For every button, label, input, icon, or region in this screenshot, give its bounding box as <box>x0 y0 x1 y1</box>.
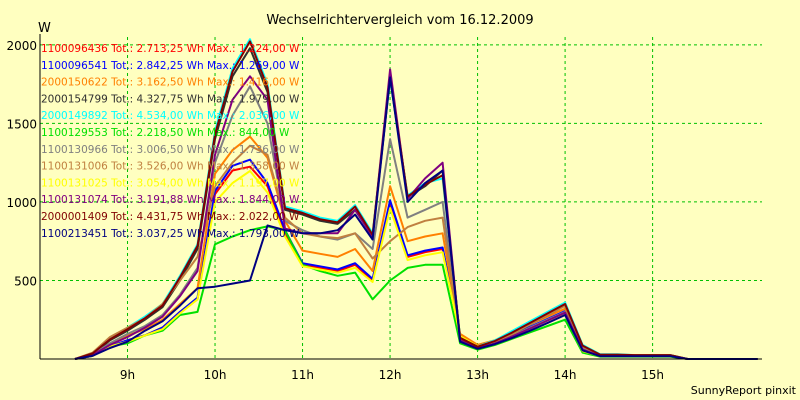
grid <box>40 37 762 359</box>
y-tick-label: 1500 <box>6 117 37 131</box>
legend-entry-2000150622: 2000150622 Tot.: 3.162,50 Wh Max.: 1.416… <box>41 77 300 89</box>
axes <box>39 34 762 360</box>
x-tick-label: 10h <box>204 368 227 382</box>
legend-entry-1100129553: 1100129553 Tot.: 2.218,50 Wh Max.: 844,0… <box>41 127 290 139</box>
x-tick-labels: 9h 10h 11h 12h 13h 14h 15h <box>120 368 664 382</box>
legend-entry-1100213451: 1100213451 Tot.: 3.037,25 Wh Max.: 1.793… <box>41 228 300 240</box>
x-tick-label: 12h <box>379 368 402 382</box>
x-tick-label: 9h <box>120 368 135 382</box>
y-tick-label: 500 <box>14 274 37 288</box>
legend-entry-1100131006: 1100131006 Tot.: 3.526,00 Wh Max.: 1.358… <box>41 161 300 173</box>
x-tick-label: 13h <box>466 368 489 382</box>
y-tick-label: 1000 <box>6 196 37 210</box>
chart-title: Wechselrichtervergleich vom 16.12.2009 <box>266 13 533 28</box>
legend-entry-1100130966: 1100130966 Tot.: 3.006,50 Wh Max.: 1.736… <box>41 144 300 156</box>
footer-credit: SunnyReport pinxit <box>691 384 797 397</box>
legend-entry-1100096541: 1100096541 Tot.: 2.842,25 Wh Max.: 1.269… <box>41 60 300 72</box>
legend: 1100096436 Tot.: 2.713,25 Wh Max.: 1.224… <box>41 43 300 240</box>
legend-entry-1100096436: 1100096436 Tot.: 2.713,25 Wh Max.: 1.224… <box>41 43 300 55</box>
y-axis-unit: W <box>38 21 51 36</box>
legend-entry-2000149892: 2000149892 Tot.: 4.534,00 Wh Max.: 2.036… <box>41 110 300 122</box>
legend-entry-2000154799: 2000154799 Tot.: 4.327,75 Wh Max.: 1.979… <box>41 93 300 105</box>
series-lines <box>74 38 758 360</box>
legend-entry-1100131074: 1100131074 Tot.: 3.191,88 Wh Max.: 1.844… <box>41 194 300 206</box>
y-tick-label: 2000 <box>6 39 37 53</box>
x-tick-label: 14h <box>554 368 577 382</box>
series-line-1100213451 <box>74 76 758 360</box>
x-tick-label: 15h <box>641 368 664 382</box>
series-line-2000001409 <box>74 40 758 360</box>
legend-entry-2000001409: 2000001409 Tot.: 4.431,75 Wh Max.: 2.022… <box>41 211 300 223</box>
legend-entry-1100131025: 1100131025 Tot.: 3.054,00 Wh Max.: 1.197… <box>41 177 300 189</box>
x-tick-label: 11h <box>291 368 314 382</box>
y-tick-labels: 500 1000 1500 2000 <box>6 39 37 289</box>
